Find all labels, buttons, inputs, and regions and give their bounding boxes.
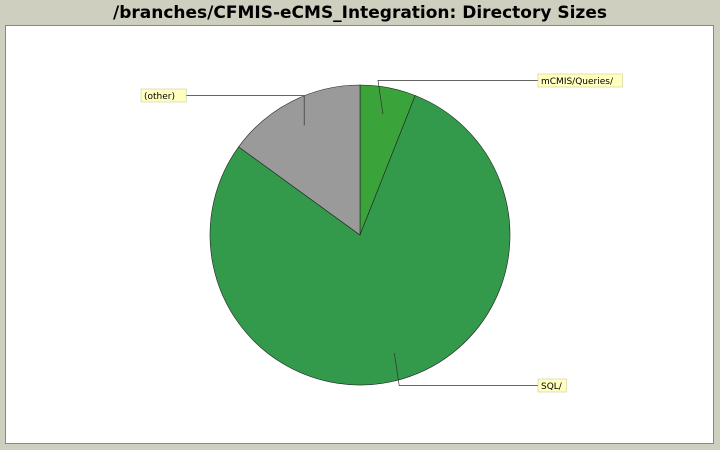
- leader-line-2: [186, 95, 305, 126]
- slice-label-1: SQL/: [541, 382, 563, 392]
- pie-slice-2: [238, 84, 361, 236]
- slice-label-2: (other): [144, 92, 175, 102]
- slice-label-box-1: [537, 378, 567, 393]
- slice-label-box-0: [537, 73, 623, 88]
- leader-line-1: [393, 353, 538, 386]
- slice-label-box-2: [140, 88, 187, 103]
- chart-title: /branches/CFMIS-eCMS_Integration: Direct…: [113, 3, 607, 23]
- pie-slice-1: [209, 95, 511, 386]
- leader-line-0: [377, 80, 538, 115]
- slice-label-0: mCMIS/Queries/: [541, 77, 614, 87]
